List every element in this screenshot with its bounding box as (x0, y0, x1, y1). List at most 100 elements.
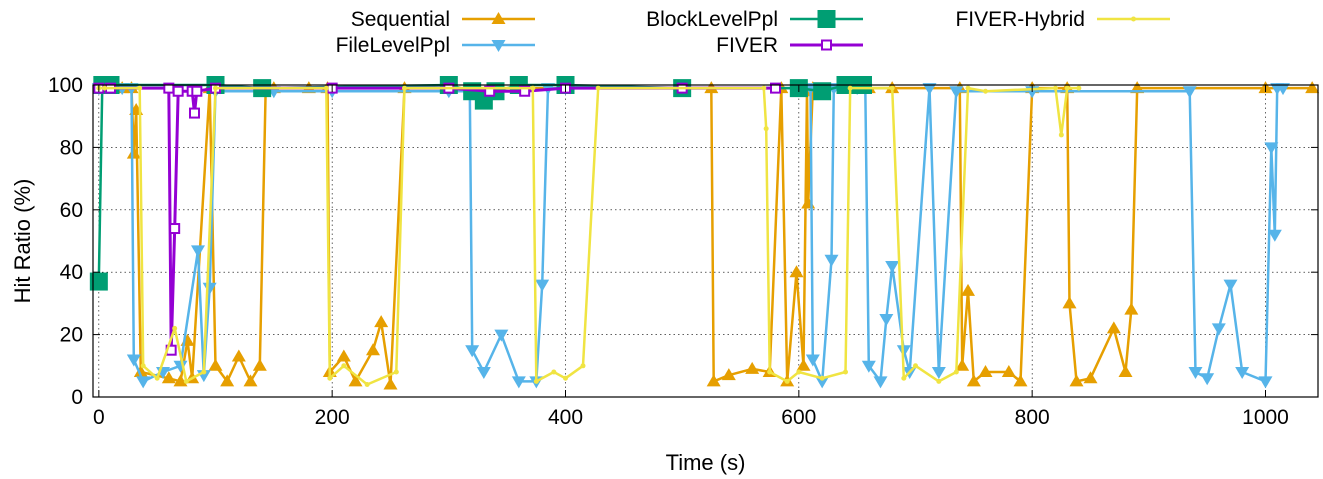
data-point (861, 360, 876, 373)
grid-lines (93, 85, 1318, 397)
data-point (511, 376, 526, 389)
data-point (243, 374, 258, 387)
data-point (535, 279, 550, 292)
data-point (965, 85, 971, 91)
data-point (172, 85, 184, 97)
data-point (978, 365, 993, 378)
x-tick-label: 400 (548, 406, 583, 429)
data-point (1267, 229, 1282, 242)
data-point (327, 375, 333, 381)
data-point (770, 82, 781, 94)
data-point (1235, 367, 1250, 380)
data-point (796, 369, 802, 375)
data-point (374, 315, 389, 328)
data-point (476, 367, 491, 380)
data-point (1211, 323, 1226, 336)
x-tick-label: 600 (781, 406, 816, 429)
data-point (873, 376, 888, 389)
data-point (983, 88, 988, 94)
data-point (784, 378, 790, 384)
data-point (931, 367, 946, 380)
series-blocklevelppl (89, 76, 872, 291)
data-point (465, 345, 480, 358)
data-point (1083, 371, 1098, 384)
legend-item: FileLevelPpl (336, 34, 535, 57)
data-point (231, 349, 246, 362)
series-line (122, 86, 1313, 386)
data-point (1264, 142, 1279, 155)
data-point (922, 83, 937, 96)
y-tick-label: 80 (60, 136, 83, 159)
data-point (805, 354, 820, 367)
data-point (563, 375, 568, 381)
data-point (953, 369, 959, 375)
data-point (1064, 85, 1070, 91)
data-point (140, 363, 146, 369)
data-point (173, 360, 188, 373)
data-point (364, 382, 370, 388)
data-point (955, 358, 970, 371)
y-axis-title: Hit Ratio (%) (10, 179, 35, 304)
data-point (901, 375, 907, 381)
legend-marker (491, 12, 506, 24)
data-point (885, 260, 900, 273)
data-point (173, 374, 188, 387)
data-point (966, 374, 981, 387)
data-point (813, 82, 832, 101)
data-point (201, 369, 207, 375)
legend-label: FIVER (716, 34, 778, 57)
legend-item: BlockLevelPpl (646, 8, 863, 31)
series-line (98, 86, 1283, 383)
legend-label: Sequential (351, 8, 450, 31)
data-point (824, 254, 839, 267)
data-point (341, 363, 347, 369)
data-point (1062, 296, 1077, 309)
data-point (761, 85, 767, 91)
series-line (98, 86, 1079, 386)
data-point (189, 107, 200, 119)
data-point (1058, 132, 1064, 138)
data-point (336, 349, 351, 362)
data-point (580, 363, 586, 369)
data-point (763, 126, 769, 132)
data-point (366, 343, 380, 356)
data-point (393, 369, 399, 375)
data-point (383, 377, 398, 390)
data-point (1182, 86, 1197, 99)
data-point (847, 85, 853, 91)
legend-item: FIVER-Hybrid (955, 8, 1170, 31)
data-point (1076, 85, 1082, 91)
data-point (348, 374, 363, 387)
data-point (169, 223, 181, 235)
data-point (1001, 365, 1016, 378)
data-point (721, 368, 736, 381)
data-point (1276, 83, 1290, 96)
data-point (936, 378, 942, 384)
data-point (1013, 374, 1028, 387)
data-point (161, 371, 176, 384)
data-point (402, 85, 407, 91)
data-point (191, 245, 205, 258)
x-axis-title: Time (s) (666, 450, 746, 475)
legend-marker (1131, 16, 1136, 22)
data-point (706, 374, 721, 387)
legend-label: BlockLevelPpl (646, 8, 778, 31)
data-point (136, 376, 151, 389)
y-tick-label: 20 (60, 324, 83, 347)
data-point (789, 265, 804, 278)
data-point (323, 85, 329, 91)
data-point (519, 85, 531, 97)
legend-item: FIVER (716, 34, 863, 57)
data-point (191, 85, 203, 97)
plot-frame (92, 84, 1319, 398)
data-point (102, 85, 108, 91)
data-point (172, 325, 178, 331)
data-point (126, 354, 141, 367)
data-point (595, 85, 601, 91)
series-fiver-hybrid (96, 85, 1082, 388)
x-tick-label: 1000 (1242, 406, 1289, 429)
data-point (530, 85, 536, 91)
legend-label: FileLevelPpl (336, 34, 450, 57)
